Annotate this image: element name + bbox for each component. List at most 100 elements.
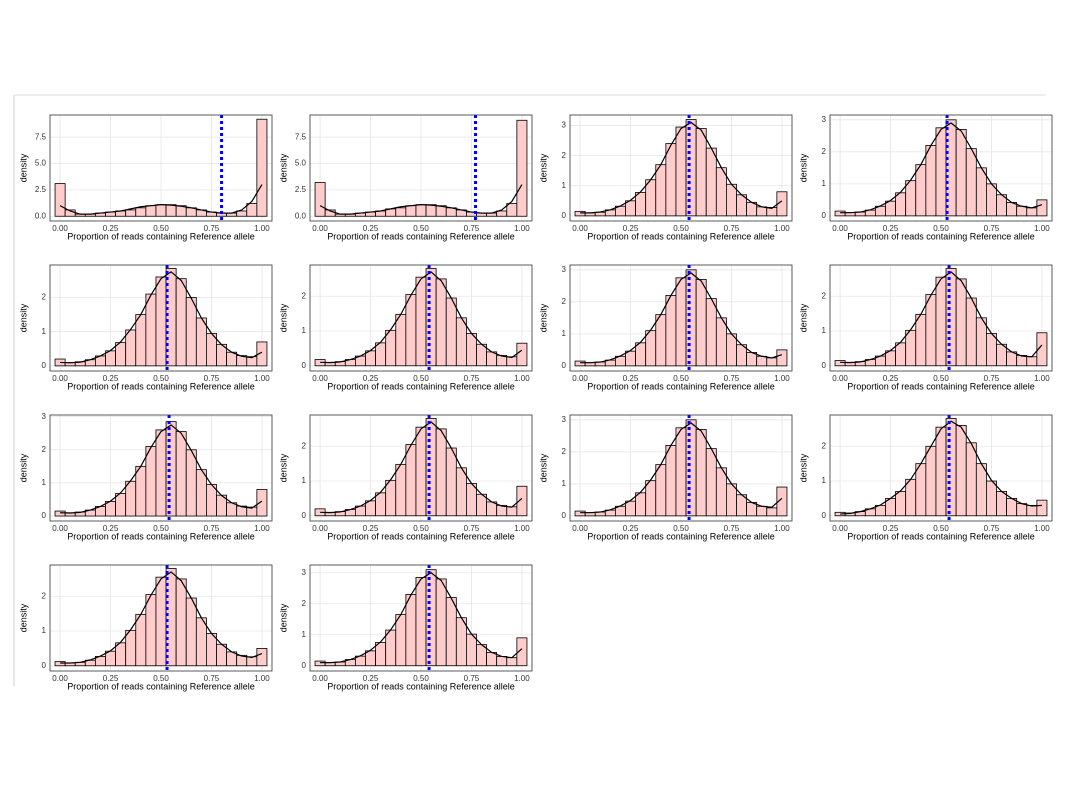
- histogram-bar: [395, 207, 407, 217]
- histogram-bar: [776, 486, 788, 517]
- histogram-bar: [726, 183, 737, 217]
- histogram-bar: [506, 203, 518, 217]
- plot-border: [829, 264, 1053, 372]
- y-axis-label: density: [798, 303, 808, 332]
- y-axis-label: density: [538, 153, 548, 182]
- x-tick-label: 0.50: [413, 524, 429, 533]
- histogram-bar: [415, 276, 427, 367]
- y-tick-label: 2: [42, 591, 47, 600]
- y-tick-label: 0: [42, 661, 47, 670]
- histogram-bar: [705, 147, 717, 217]
- x-tick-label: 0.25: [363, 374, 379, 383]
- histogram-bar: [516, 637, 528, 667]
- y-tick-label: 2: [42, 293, 47, 302]
- density-curve: [60, 271, 263, 364]
- histogram-bar: [685, 419, 697, 517]
- histogram-bar: [756, 505, 768, 517]
- histogram-bar: [965, 297, 977, 367]
- histogram-bar: [125, 629, 137, 667]
- histogram-bar: [256, 118, 268, 217]
- histogram-bar: [115, 493, 127, 517]
- histogram-bar: [195, 617, 207, 667]
- histogram-bar: [445, 597, 457, 667]
- x-tick-label: 1.00: [1034, 374, 1050, 383]
- histogram-bar: [1026, 207, 1038, 217]
- histogram-bar: [425, 204, 437, 217]
- histogram-bar: [425, 418, 437, 517]
- y-tick-label: 0: [822, 211, 827, 220]
- x-tick-label: 0.75: [204, 674, 220, 683]
- histogram-bar: [574, 360, 586, 367]
- histogram-bar: [206, 484, 217, 517]
- panel: 0.00 0.25 0.50 0.75 1.00 0 1 2 Proportion of rea…: [18, 264, 273, 391]
- histogram-bar: [256, 489, 268, 517]
- x-tick-label: 0.50: [153, 674, 169, 683]
- histogram-bar: [375, 642, 387, 667]
- x-tick-label: 0.50: [413, 224, 429, 233]
- histogram-bar: [834, 210, 846, 217]
- histogram-bar: [206, 633, 217, 667]
- histogram-bar: [195, 469, 207, 517]
- histogram-bar: [54, 183, 66, 217]
- y-tick-label: 0: [562, 361, 567, 370]
- y-axis-label: density: [798, 453, 808, 482]
- histogram-bar: [256, 341, 268, 367]
- plot-border: [49, 414, 273, 522]
- panel: 0.00 0.25 0.50 0.75 1.00 0 1 2 3 Proportion of re…: [538, 414, 793, 541]
- histogram-bar: [516, 342, 528, 367]
- plot-border: [569, 114, 793, 222]
- histogram-bar: [506, 506, 518, 517]
- y-tick-label: 1: [562, 181, 567, 190]
- y-tick-label: 2: [562, 447, 567, 456]
- histogram-bar: [756, 355, 768, 367]
- x-tick-label: 0.25: [103, 524, 119, 533]
- x-axis-label: Proportion of reads containing Reference…: [587, 381, 775, 391]
- histogram-bar: [834, 360, 846, 367]
- x-tick-label: 0.00: [52, 524, 68, 533]
- y-tick-label: 2: [822, 147, 827, 156]
- y-tick-label: 1: [42, 478, 47, 487]
- x-axis-label: Proportion of reads containing Reference…: [327, 381, 515, 391]
- x-tick-label: 0.00: [572, 524, 588, 533]
- histogram-bar: [955, 278, 967, 367]
- histogram-bar: [965, 148, 977, 217]
- histogram-bar: [705, 448, 717, 517]
- plot-border: [49, 264, 273, 372]
- histogram-bar: [665, 295, 677, 367]
- y-tick-label: 3: [562, 265, 567, 274]
- y-tick-label: 0: [562, 211, 567, 220]
- panel: 0.00 0.25 0.50 0.75 1.00 0 1 2 Proportion of rea…: [798, 264, 1053, 391]
- x-axis-label: Proportion of reads containing Reference…: [67, 231, 255, 241]
- x-tick-label: 0.00: [312, 224, 328, 233]
- y-tick-label: 1: [562, 479, 567, 488]
- histogram-bar: [496, 210, 508, 217]
- x-tick-label: 1.00: [1034, 224, 1050, 233]
- x-tick-label: 0.75: [204, 374, 220, 383]
- histogram-bar: [885, 200, 896, 217]
- panel: 0.00 0.25 0.50 0.75 1.00 0 1 2 3 Proportion of re…: [278, 564, 533, 691]
- histogram-bar: [415, 576, 427, 667]
- y-tick-label: 5.0: [35, 159, 47, 168]
- histogram-bar: [1016, 503, 1028, 517]
- panel: 0.00 0.25 0.50 0.75 1.00 0 1 2 3 Proportion of re…: [538, 264, 793, 391]
- histogram-bar: [155, 429, 167, 517]
- y-axis-label: density: [798, 153, 808, 182]
- histogram-bar: [955, 425, 967, 517]
- histogram-bar: [635, 342, 647, 367]
- x-tick-label: 0.25: [883, 374, 899, 383]
- histogram-bar: [435, 578, 447, 667]
- histogram-bar: [395, 313, 407, 367]
- y-axis-label: density: [18, 153, 28, 182]
- y-axis-label: density: [278, 303, 288, 332]
- histogram-bar: [715, 467, 727, 517]
- histogram-bar: [145, 205, 157, 217]
- histogram-bar: [1016, 205, 1028, 217]
- histogram-bar: [986, 183, 997, 217]
- histogram-bar: [314, 660, 326, 667]
- histogram-bar: [405, 594, 417, 667]
- histogram-bar: [925, 294, 937, 367]
- histogram-bar: [256, 648, 268, 667]
- histogram-bar: [105, 350, 116, 367]
- histogram-bar: [54, 661, 66, 667]
